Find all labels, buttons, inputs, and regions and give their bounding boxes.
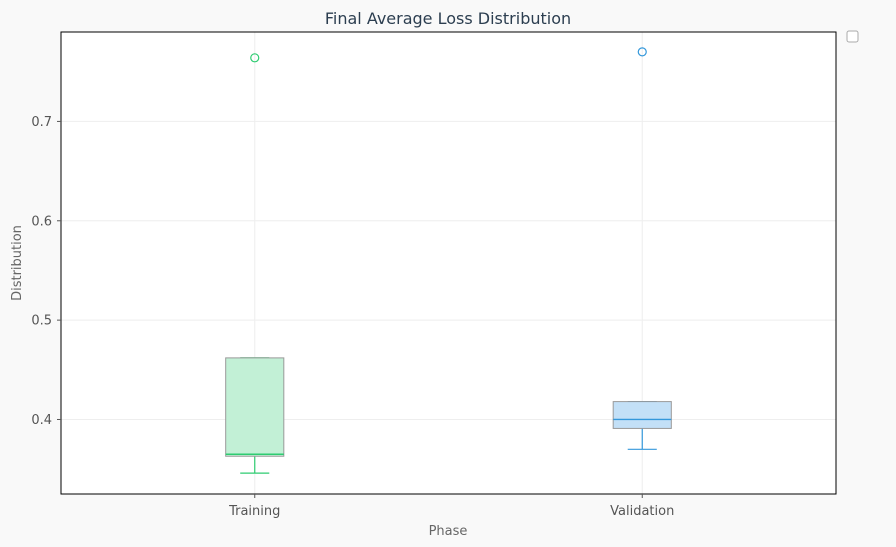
- outlier-point: [250, 53, 260, 63]
- boxes: [225, 47, 672, 474]
- box-iqr: [225, 357, 285, 457]
- y-tick-label: 0.4: [31, 413, 52, 428]
- x-tick-label: Training: [228, 504, 280, 519]
- y-axis-label: Distribution: [10, 225, 25, 301]
- outlier-point: [637, 47, 647, 57]
- y-tick-label: 0.6: [31, 214, 52, 229]
- x-tick-label: Validation: [610, 504, 674, 519]
- chart-title: Final Average Loss Distribution: [325, 9, 571, 28]
- y-tick-label: 0.5: [31, 314, 52, 329]
- plot-frame: [60, 31, 837, 495]
- x-axis-label: Phase: [429, 524, 468, 539]
- box-training: [225, 53, 285, 474]
- y-tick-label: 0.7: [31, 115, 52, 130]
- y-grid: [61, 120, 836, 420]
- legend-box: [846, 30, 859, 43]
- box-validation: [612, 47, 672, 450]
- plot-area: [61, 32, 836, 494]
- y-ticks: 0.4 0.5 0.6 0.7: [31, 115, 61, 428]
- box-iqr: [612, 401, 672, 429]
- x-ticks: Training Validation: [228, 494, 674, 519]
